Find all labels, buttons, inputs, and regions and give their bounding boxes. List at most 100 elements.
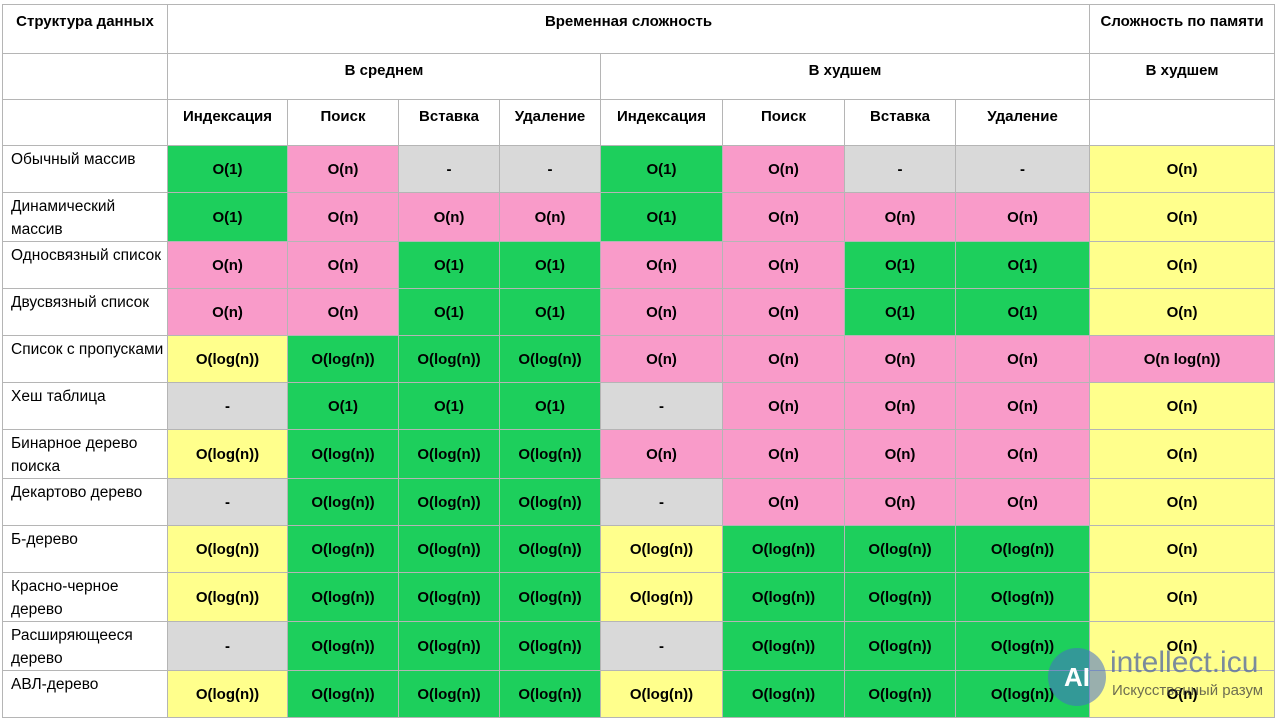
complexity-cell: O(1) [954, 288, 1091, 336]
complexity-cell: O(n) [167, 241, 288, 289]
complexity-cell: O(n) [1089, 572, 1276, 622]
complexity-cell: O(log(n)) [499, 478, 601, 526]
complexity-cell: O(log(n)) [499, 525, 601, 573]
complexity-cell: O(n) [1089, 478, 1276, 526]
complexity-cell: O(log(n)) [287, 670, 399, 718]
header-cell: Структура данных [2, 4, 168, 54]
complexity-cell: O(log(n)) [600, 670, 723, 718]
header-cell: Временная сложность [166, 4, 1091, 54]
header-cell: В худшем [1089, 53, 1276, 100]
complexity-cell: O(log(n)) [844, 572, 956, 622]
table-row: Расширяющееся дерево - O(log(n)) O(log(n)) O… [2, 621, 1276, 671]
complexity-cell: O(1) [167, 192, 288, 242]
row-label: Список с пропусками [2, 335, 168, 383]
complexity-cell: O(n) [844, 335, 956, 383]
complexity-cell: O(log(n)) [167, 670, 288, 718]
complexity-cell: O(n) [844, 192, 956, 242]
complexity-cell: O(log(n)) [398, 525, 500, 573]
complexity-cell: O(log(n)) [398, 335, 500, 383]
complexity-cell: O(1) [600, 192, 723, 242]
complexity-cell: O(log(n)) [287, 621, 399, 671]
complexity-cell: O(1) [844, 288, 956, 336]
complexity-cell: O(log(n)) [600, 525, 723, 573]
complexity-cell: O(1) [600, 145, 723, 193]
complexity-cell: - [600, 478, 723, 526]
complexity-cell: O(log(n)) [600, 572, 723, 622]
complexity-cell: O(1) [954, 241, 1091, 289]
complexity-cell: O(n) [600, 288, 723, 336]
table-row: Двусвязный список O(n) O(n) O(1) O(1) O(n) O(n… [2, 288, 1276, 336]
row-label: Б-дерево [2, 525, 168, 573]
complexity-cell: O(log(n)) [722, 572, 845, 622]
row-label: Обычный массив [2, 145, 168, 193]
operation-header: Удаление [499, 99, 601, 146]
complexity-cell: - [954, 145, 1091, 193]
complexity-cell: O(log(n)) [398, 478, 500, 526]
operation-header: Удаление [954, 99, 1091, 146]
complexity-cell: O(log(n)) [287, 478, 399, 526]
complexity-cell: O(log(n)) [499, 335, 601, 383]
complexity-cell: O(log(n)) [167, 429, 288, 479]
complexity-cell: O(n) [1089, 525, 1276, 573]
operation-header: Поиск [722, 99, 845, 146]
complexity-cell: O(n) [600, 335, 723, 383]
complexity-cell: O(n) [1089, 429, 1276, 479]
operation-header: Вставка [398, 99, 500, 146]
table-row: Односвязный список O(n) O(n) O(1) O(1) O(n) O(… [2, 241, 1276, 289]
complexity-cell: O(log(n)) [722, 525, 845, 573]
complexity-cell: O(log(n)) [287, 525, 399, 573]
complexity-cell: O(log(n)) [167, 335, 288, 383]
complexity-cell: - [167, 382, 288, 430]
complexity-cell: - [600, 621, 723, 671]
complexity-cell: O(1) [398, 241, 500, 289]
complexity-cell: O(log(n)) [954, 621, 1091, 671]
complexity-cell: O(n) [722, 288, 845, 336]
complexity-cell: O(log(n)) [398, 429, 500, 479]
complexity-cell: O(n) [954, 478, 1091, 526]
complexity-cell: O(log(n)) [167, 525, 288, 573]
row-label: Красно-черное дерево [2, 572, 168, 622]
operation-header: Индексация [167, 99, 288, 146]
complexity-cell: - [600, 382, 723, 430]
complexity-cell: O(log(n)) [398, 670, 500, 718]
complexity-cell: O(log(n)) [167, 572, 288, 622]
complexity-cell: - [167, 621, 288, 671]
row-label: Односвязный список [2, 241, 168, 289]
empty-cell [2, 53, 168, 100]
table-row: Бинарное дерево поиска O(log(n)) O(log(n))… [2, 429, 1276, 479]
complexity-cell: O(1) [499, 241, 601, 289]
complexity-cell: - [167, 478, 288, 526]
row-label: Динамический массив [2, 192, 168, 242]
complexity-cell: O(n) [722, 192, 845, 242]
complexity-cell: O(n) [844, 382, 956, 430]
complexity-cell: O(n) [722, 382, 845, 430]
complexity-cell: O(n) [844, 429, 956, 479]
complexity-cell: O(n log(n)) [1089, 335, 1276, 383]
complexity-cell: O(1) [844, 241, 956, 289]
complexity-cell: O(n) [1089, 382, 1276, 430]
complexity-cell: O(log(n)) [287, 572, 399, 622]
complexity-cell: O(log(n)) [722, 621, 845, 671]
complexity-cell: O(n) [954, 335, 1091, 383]
complexity-cell: O(log(n)) [499, 572, 601, 622]
complexity-cell: O(n) [398, 192, 500, 242]
complexity-cell: O(1) [167, 145, 288, 193]
table-row: Красно-черное дерево O(log(n)) O(log(n)) O(… [2, 572, 1276, 622]
complexity-cell: O(n) [1089, 192, 1276, 242]
complexity-cell: O(log(n)) [722, 670, 845, 718]
operation-header: Индексация [600, 99, 723, 146]
complexity-cell: O(n) [722, 241, 845, 289]
operation-header: Вставка [844, 99, 956, 146]
complexity-cell: O(log(n)) [844, 670, 956, 718]
complexity-cell: O(log(n)) [954, 670, 1091, 718]
complexity-cell: O(log(n)) [499, 429, 601, 479]
complexity-cell: O(log(n)) [499, 670, 601, 718]
complexity-table: Структура данных Временная сложность Сло… [2, 4, 1276, 718]
complexity-cell: O(n) [600, 429, 723, 479]
complexity-cell: O(n) [287, 241, 399, 289]
table-row: Обычный массив O(1) O(n) - - O(1) O(n) - - O(n) [2, 145, 1276, 193]
complexity-cell: O(1) [287, 382, 399, 430]
complexity-cell: O(1) [398, 382, 500, 430]
complexity-cell: O(n) [600, 241, 723, 289]
complexity-cell: O(n) [722, 429, 845, 479]
